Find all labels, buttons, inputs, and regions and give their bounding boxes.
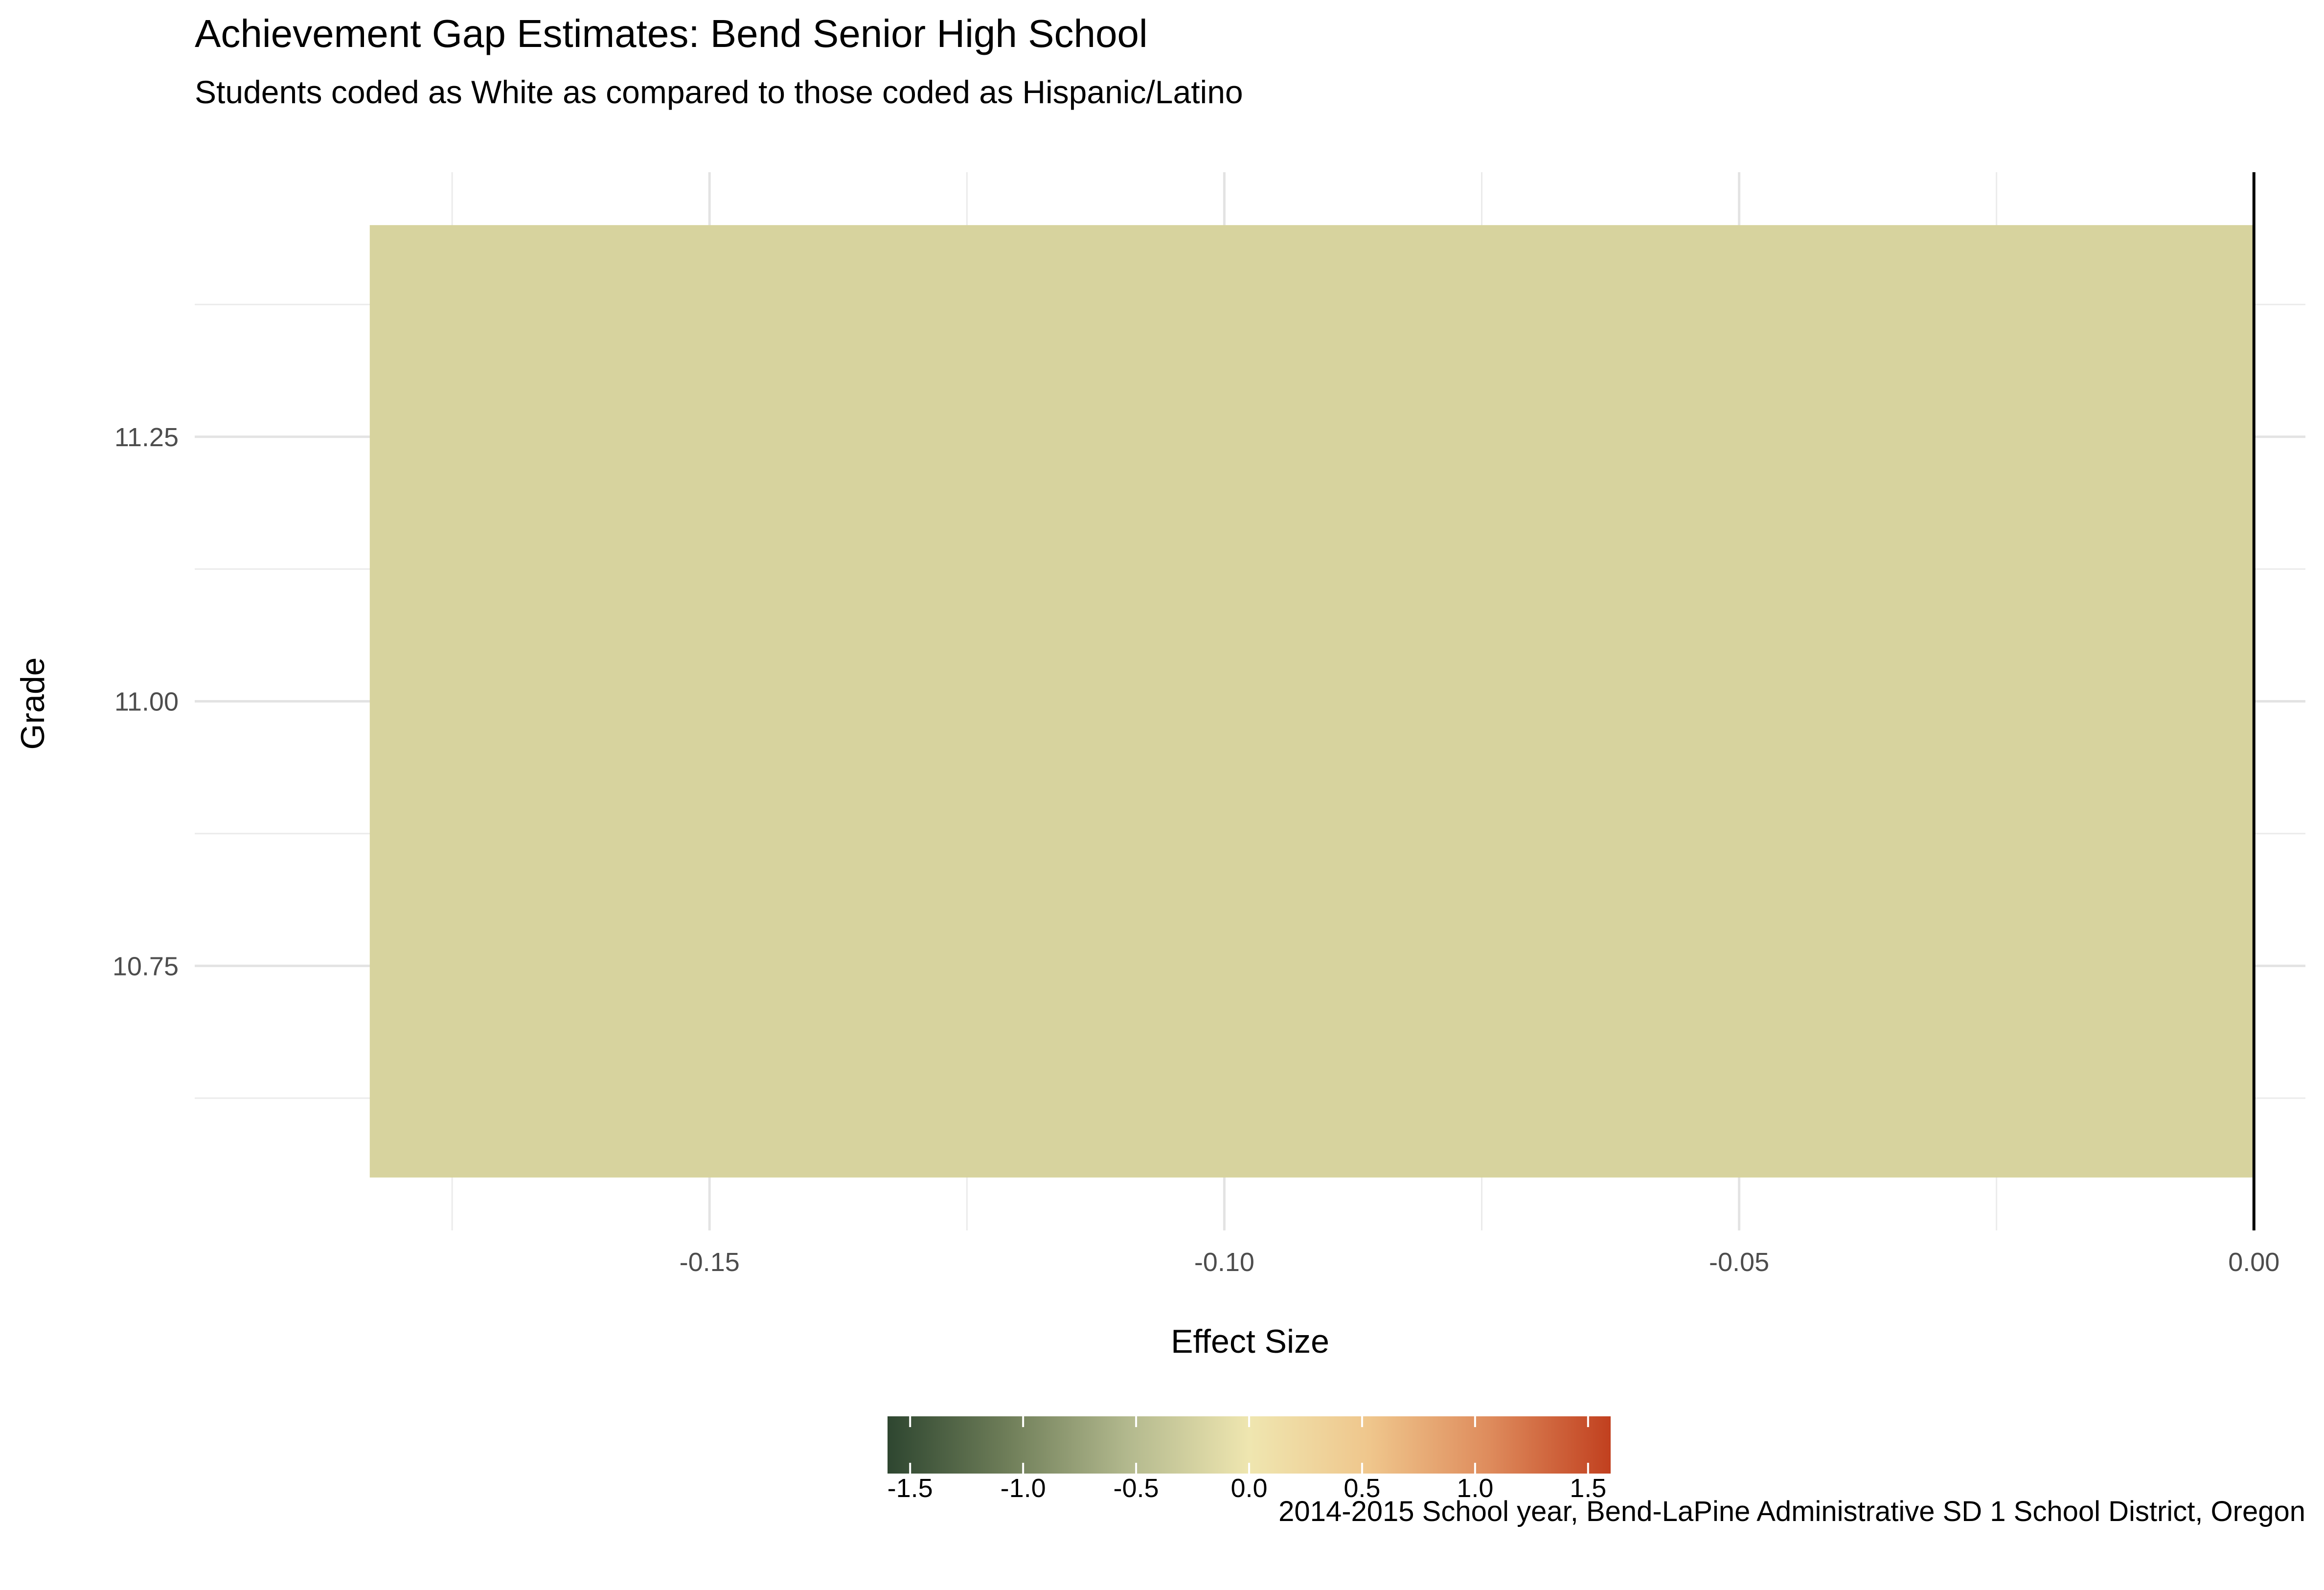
y-axis-title: Grade — [14, 658, 51, 750]
bar-grade-11 — [369, 225, 2254, 1178]
colorbar-tick-label: -1.0 — [1001, 1474, 1046, 1503]
chart-title: Achievement Gap Estimates: Bend Senior H… — [195, 12, 1148, 55]
x-tick-label: 0.00 — [2228, 1248, 2279, 1277]
y-axis-ticks: 10.75 11.00 11.25 — [113, 423, 179, 981]
chart-caption: 2014-2015 School year, Bend-LaPine Admin… — [1278, 1496, 2305, 1527]
colorbar-tick-label: 0.0 — [1230, 1474, 1267, 1503]
y-tick-label: 11.25 — [114, 423, 179, 452]
y-tick-label: 11.00 — [114, 687, 179, 717]
colorbar-tick-label: -1.5 — [888, 1474, 933, 1503]
chart-subtitle: Students coded as White as compared to t… — [195, 74, 1243, 110]
x-axis-ticks: -0.15 -0.10 -0.05 0.00 — [680, 1248, 2280, 1277]
bars — [369, 225, 2254, 1178]
colorbar-tick-label: -0.5 — [1114, 1474, 1159, 1503]
x-tick-label: -0.10 — [1194, 1248, 1254, 1277]
colorbar-tick-label: 1.5 — [1570, 1474, 1606, 1503]
colorbar-tick-label: 0.5 — [1344, 1474, 1380, 1503]
y-tick-label: 10.75 — [113, 952, 179, 981]
x-tick-label: -0.05 — [1709, 1248, 1769, 1277]
x-tick-label: -0.15 — [680, 1248, 740, 1277]
colorbar-tick-label: 1.0 — [1457, 1474, 1493, 1503]
x-axis-title: Effect Size — [1171, 1323, 1329, 1360]
colorbar-legend: -1.5 -1.0 -0.5 0.0 0.5 1.0 1.5 — [888, 1416, 1611, 1503]
